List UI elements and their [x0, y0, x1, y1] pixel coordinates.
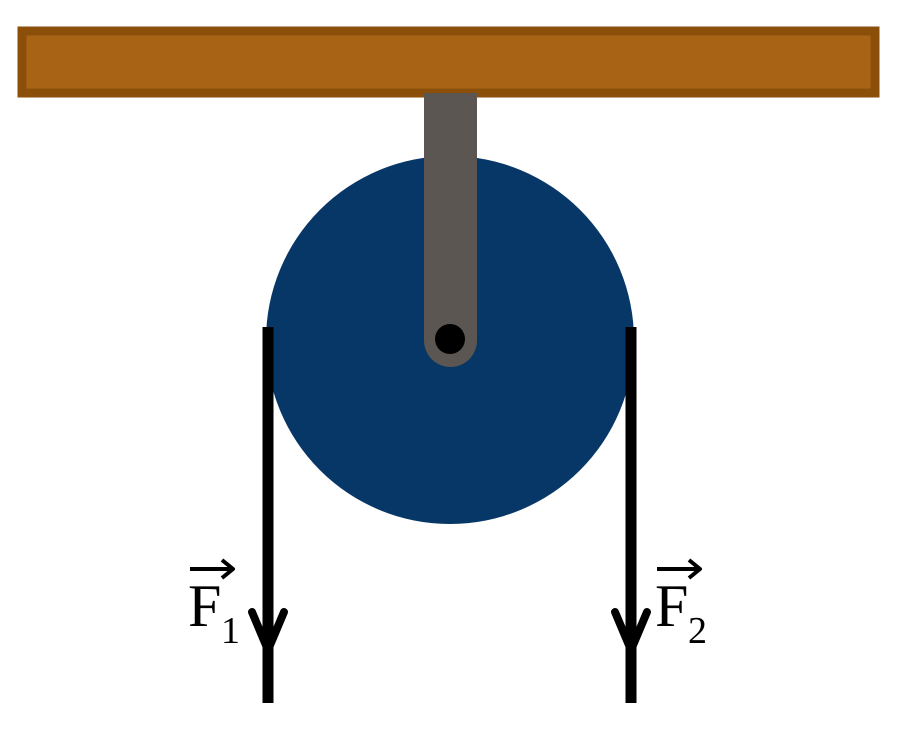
- force-subscript-left: 1: [221, 610, 240, 652]
- force-symbol-left: F: [188, 573, 221, 639]
- force-arrowhead-right: [611, 608, 651, 654]
- ceiling-beam: [17, 26, 880, 98]
- vector-arrow-right-head: [687, 558, 702, 580]
- force-label-left: F 1: [188, 558, 240, 652]
- axle-support-top: [424, 93, 477, 133]
- axle-pin: [435, 324, 465, 354]
- force-arrowhead-left: [248, 608, 288, 654]
- force-subscript-right: 2: [688, 610, 707, 652]
- force-label-right: F 2: [655, 558, 707, 652]
- force-symbol-right: F: [655, 573, 688, 639]
- axle-support: [424, 93, 477, 367]
- vector-arrow-left-head: [220, 558, 235, 580]
